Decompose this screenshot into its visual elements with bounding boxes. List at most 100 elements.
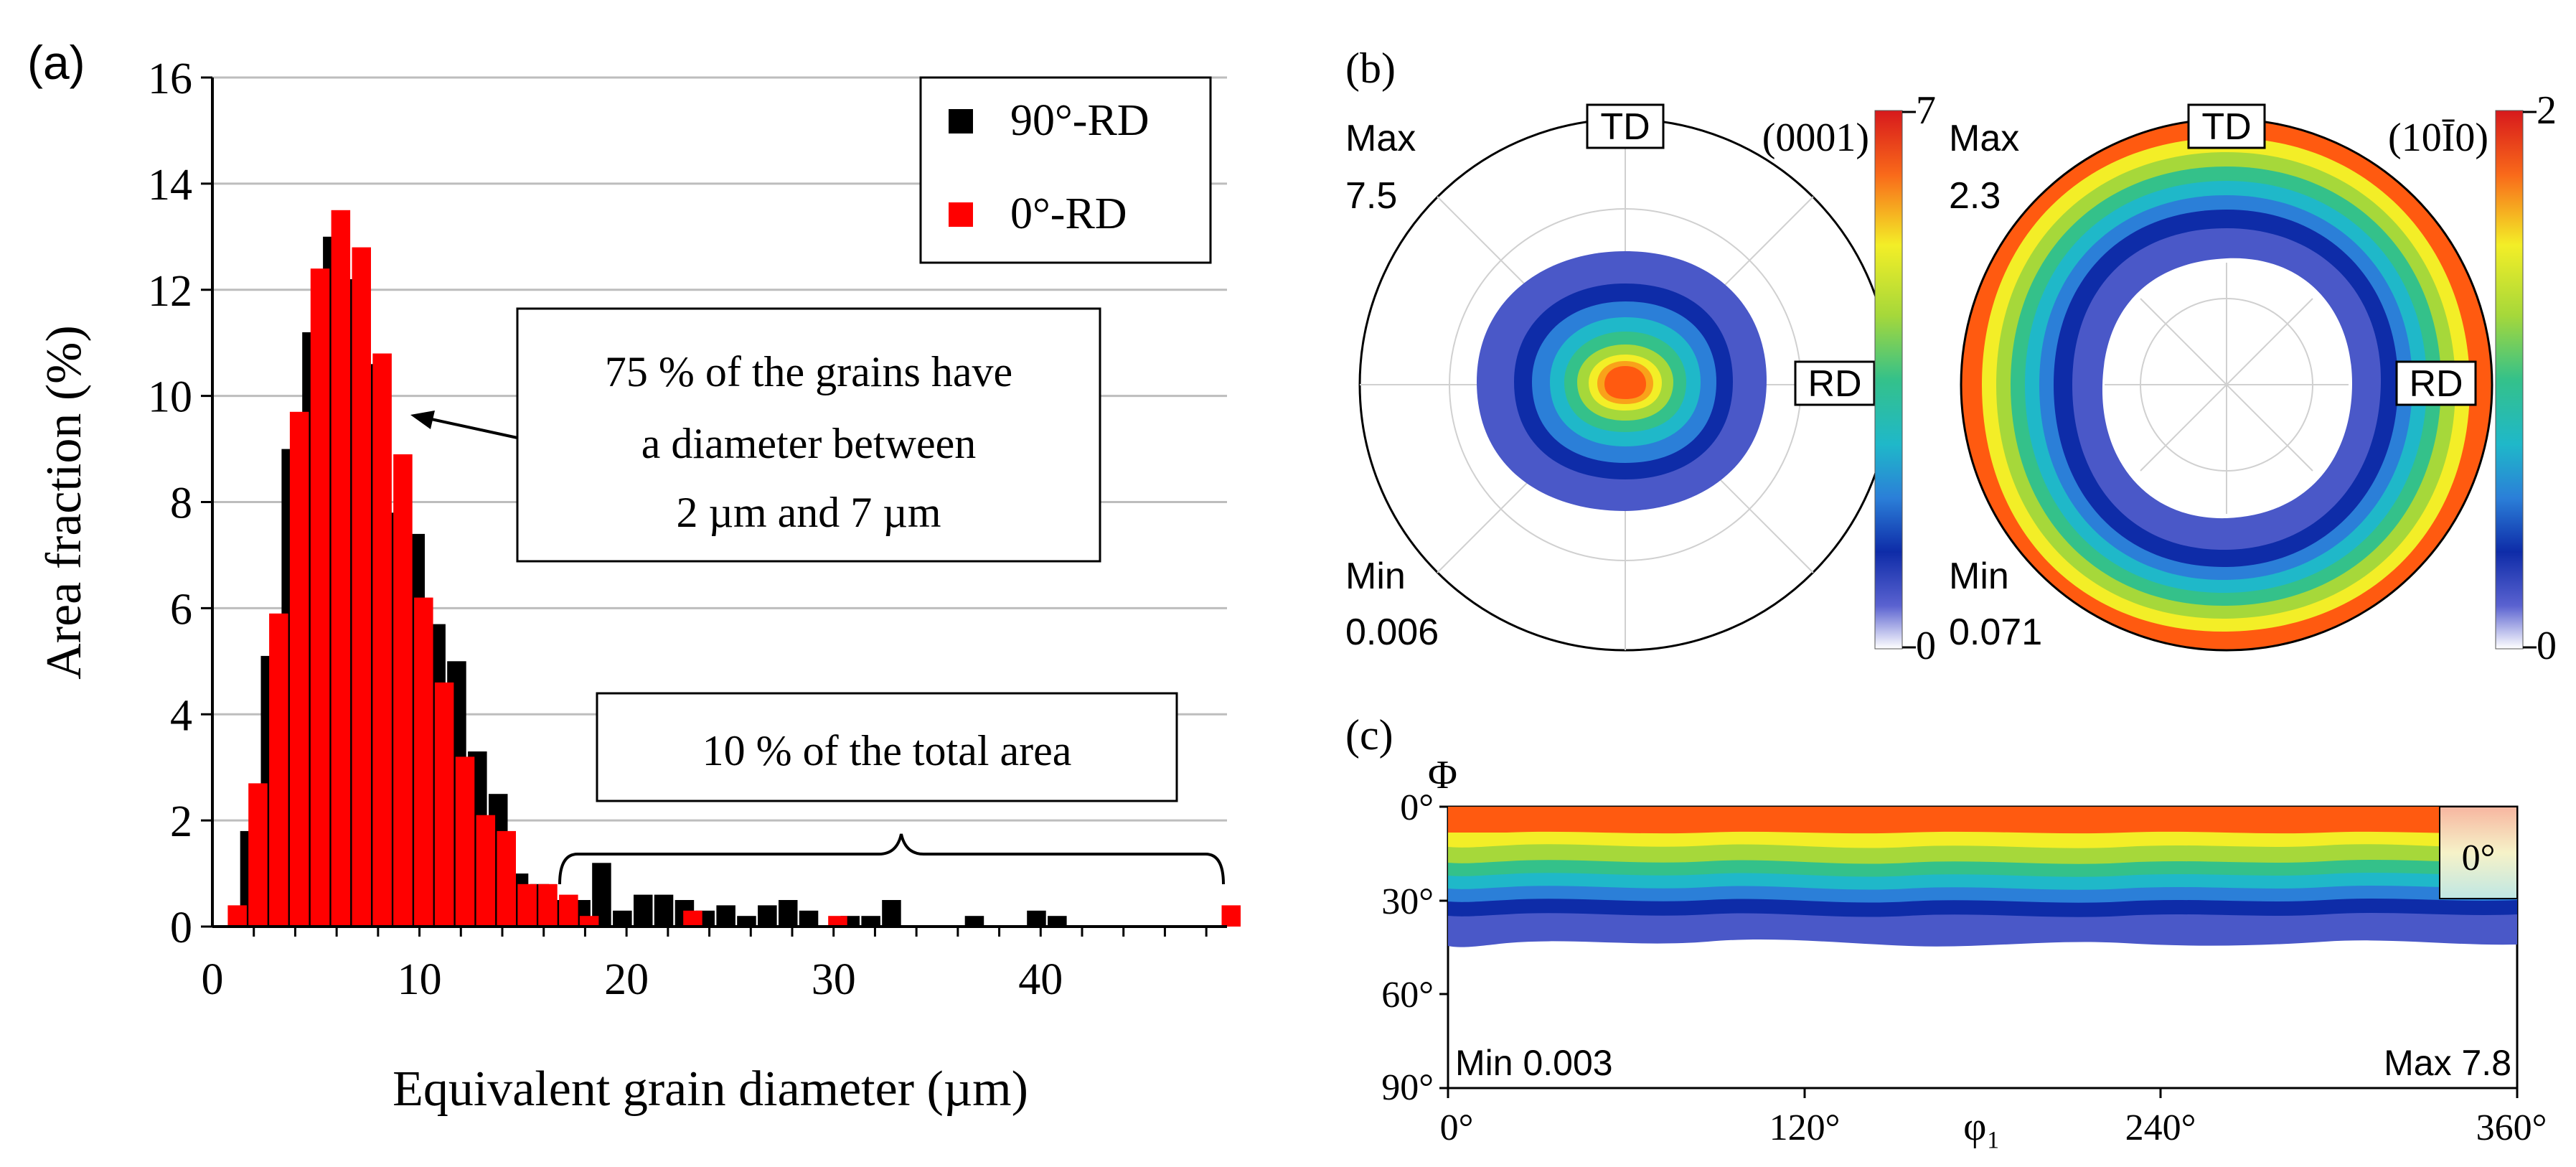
xtick-label-30: 30 (812, 955, 856, 1004)
x-axis-title: Equivalent grain diameter (µm) (392, 1061, 1028, 1117)
brace-annotation: 10 % of the total area (558, 692, 1225, 885)
odf-inset (2439, 806, 2518, 899)
pf1-td-label: TD (1600, 106, 1650, 148)
brace-text: 10 % of the total area (702, 727, 1072, 774)
y-axis-title: Area fraction (%) (37, 325, 92, 680)
xtick-label-0: 0 (202, 955, 224, 1004)
bar-0rd-12 (476, 815, 496, 927)
pf1-max-label: Max (1345, 118, 1416, 159)
phi1-axis-label: φ₁ (1963, 1105, 2001, 1149)
pf2-plane-label: (10Ī0) (2388, 116, 2488, 160)
bar-0rd-2 (269, 613, 288, 927)
ytick-label-10: 10 (148, 373, 192, 422)
bar-0rd-5 (331, 210, 351, 927)
bar-0rd-19 (828, 916, 847, 927)
odf-max-text: Max 7.8 (2384, 1043, 2511, 1083)
panel-c-label: (c) (1345, 711, 1393, 759)
odf-xtick-360: 360° (2476, 1107, 2547, 1148)
pf1-scale-min: 0 (1916, 624, 1936, 668)
odf-min-text: Min 0.003 (1455, 1043, 1613, 1083)
bar-90rd-31 (964, 916, 984, 927)
pf2-rd-label: RD (2409, 363, 2463, 405)
annotation-line-3: 2 µm and 7 µm (676, 489, 941, 536)
ytick-label-6: 6 (170, 585, 192, 634)
bar-90rd-18 (613, 910, 632, 927)
odf-x-ticks (1447, 1088, 2519, 1098)
bar-0rd-18 (683, 910, 702, 927)
odf-xtick-120: 120° (1769, 1107, 1841, 1148)
bar-0rd-15 (538, 884, 558, 927)
bars (227, 210, 1241, 927)
bar-0rd-8 (393, 454, 413, 927)
pf1-colorbar: 7 0 (1874, 88, 1936, 668)
pf2-grid (2105, 263, 2349, 514)
ytick-label-12: 12 (148, 267, 192, 316)
pf2-min-label: Min (1949, 556, 2009, 597)
annotation-line-2: a diameter between (641, 420, 976, 467)
bar-90rd-27 (799, 910, 819, 927)
bar-90rd-23 (716, 905, 735, 927)
bar-0rd-11 (455, 756, 475, 927)
pf1-max-value: 7.5 (1345, 175, 1397, 217)
pf2-rd-box (2395, 360, 2477, 406)
brace-icon (558, 833, 1225, 885)
odf-ytick-60: 60° (1381, 975, 1434, 1016)
pf2-min-value: 0.071 (1949, 611, 2042, 653)
pf1-rd-label: RD (1808, 363, 1861, 405)
panel-a-label: (a) (27, 36, 85, 89)
legend: 90°-RD 0°-RD (919, 76, 1212, 264)
ytick-label-8: 8 (170, 479, 192, 528)
pole-figure-0001: TD RD Max 7.5 Min 0.006 (0001) (1345, 103, 1892, 653)
panel-b-label: (b) (1345, 44, 1396, 92)
bar-90rd-32 (1027, 910, 1046, 927)
bar-0rd-3 (289, 411, 309, 927)
annotation-callout: 75 % of the grains have a diameter betwe… (410, 307, 1101, 563)
odf-inset-label: 0° (2462, 838, 2496, 878)
pf1-td-box (1586, 103, 1665, 149)
bar-0rd-16 (559, 894, 578, 927)
xtick-label-10: 10 (398, 955, 442, 1004)
ytick-label-4: 4 (170, 691, 192, 740)
pf2-colorbar: 2 0 (2495, 88, 2557, 668)
pf2-td-box (2187, 103, 2266, 149)
bar-0rd-9 (414, 597, 433, 927)
pf2-scale-min: 0 (2537, 624, 2557, 668)
pole-figure-10-10: TD RD Max 2.3 Min 0.071 (10Ī0) (1949, 103, 2493, 653)
bar-0rd-7 (372, 353, 392, 927)
bar-0rd-1 (248, 783, 268, 927)
pf2-td-label: TD (2201, 106, 2251, 148)
bar-90rd-30 (882, 900, 901, 927)
odf-ytick-90: 90° (1381, 1067, 1434, 1108)
legend-swatch-90 (949, 109, 973, 133)
ytick-label-0: 0 (170, 904, 192, 952)
odf-section: 0° Min 0.003 Max 7.8 (1447, 805, 2519, 1089)
bar-90rd-25 (758, 905, 777, 927)
bar-90rd-20 (654, 894, 674, 927)
bar-0rd-10 (434, 682, 454, 927)
bar-90rd-24 (737, 916, 756, 927)
bar-0rd-13 (497, 830, 516, 927)
pf2-max-label: Max (1949, 118, 2019, 159)
pf1-rd-box (1794, 360, 1876, 406)
bar-90rd-26 (779, 900, 798, 927)
bar-90rd-29 (861, 916, 880, 927)
xtick-label-40: 40 (1018, 955, 1063, 1004)
odf-xtick-240: 240° (2125, 1107, 2196, 1148)
annotation-arrowhead (410, 411, 435, 429)
brace-text-box (596, 692, 1178, 802)
annotation-arrow (424, 416, 518, 439)
pf1-scale-max: 7 (1916, 88, 1936, 133)
phi-axis-label: Φ (1428, 753, 1457, 797)
legend-label-90: 90°-RD (1010, 96, 1150, 145)
ytick-label-14: 14 (148, 161, 192, 210)
odf-ytick-30: 30° (1381, 881, 1434, 922)
odf-y-ticks (1439, 805, 1448, 1089)
legend-label-0: 0°-RD (1010, 189, 1127, 238)
bar-0rd-20 (1221, 905, 1241, 927)
xtick-label-20: 20 (604, 955, 649, 1004)
pf2-scale-max: 2 (2537, 88, 2557, 133)
pf1-plane-label: (0001) (1762, 116, 1869, 160)
odf-xtick-0: 0° (1440, 1107, 1474, 1148)
bar-0rd-14 (517, 884, 537, 927)
